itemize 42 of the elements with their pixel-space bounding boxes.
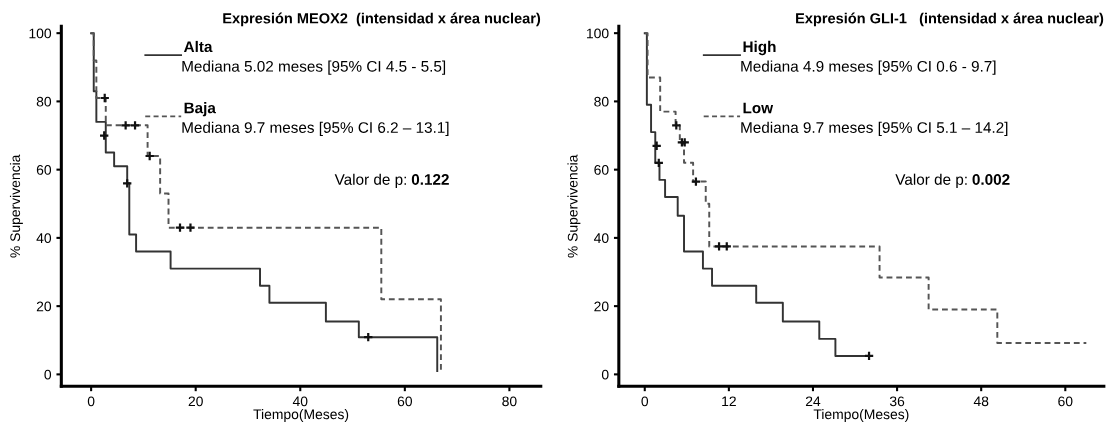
x-tick-label: 48	[973, 396, 989, 407]
y-tick-label: 100	[586, 28, 609, 39]
x-axis-title: Tiempo(Meses)	[813, 408, 909, 422]
y-tick-label: 40	[36, 233, 52, 244]
x-tick-label: 60	[1058, 396, 1073, 407]
point	[690, 176, 702, 187]
chart-title: Expresión MEOX2 (intensidad x área nuclear)	[223, 12, 541, 27]
y-tick-label: 20	[36, 301, 52, 312]
annotation: Valor de p: 0.002	[895, 173, 1010, 188]
annotation: Mediana 9.7 meses [95% CI 5.1 – 14.2]	[741, 121, 1008, 136]
y-axis-title: % Supervivencia	[567, 154, 581, 258]
annotation: Mediana 5.02 meses [95% CI 4.5 - 5.5]	[182, 60, 446, 75]
x-tick-label: 12	[722, 396, 736, 407]
y-tick-label: 20	[594, 301, 609, 312]
legend-label: Baja	[184, 102, 216, 117]
legend-label: Alta	[183, 40, 213, 53]
legend-label: Low	[743, 102, 774, 114]
annotation: Valor de p: 0.122	[334, 173, 449, 188]
point	[185, 222, 196, 233]
x-axis-title: Tiempo(Meses)	[253, 408, 349, 422]
y-tick-label: 60	[594, 164, 609, 175]
y-tick-label: 100	[29, 28, 52, 39]
point	[713, 241, 725, 252]
x-tick-label: 24	[805, 396, 821, 407]
x-tick-label: 60	[397, 396, 413, 407]
annotation: Mediana 4.9 meses [95% CI 0.6 - 9.7]	[741, 60, 996, 75]
x-tick-label: 0	[641, 396, 649, 407]
x-tick-label: 0	[87, 396, 95, 407]
x-tick-label: 36	[889, 396, 905, 407]
y-tick-label: 0	[44, 369, 52, 380]
y-tick-label: 80	[594, 96, 609, 107]
y-tick-label: 80	[36, 96, 52, 107]
annotation: Mediana 9.7 meses [95% CI 6.2 – 13.1]	[182, 121, 449, 136]
x-tick-label: 40	[292, 396, 308, 407]
x-tick-label: 80	[502, 396, 517, 407]
x-tick-label: 20	[188, 396, 203, 407]
y-tick-label: 40	[593, 233, 609, 244]
chart-title: Expresión GLI-1 (intensidad x área nuclear)	[796, 12, 1104, 27]
legend-label: High	[743, 40, 776, 56]
y-axis-title: % Supervivencia	[9, 154, 23, 258]
y-tick-label: 0	[601, 369, 609, 380]
y-tick-label: 60	[36, 164, 52, 175]
